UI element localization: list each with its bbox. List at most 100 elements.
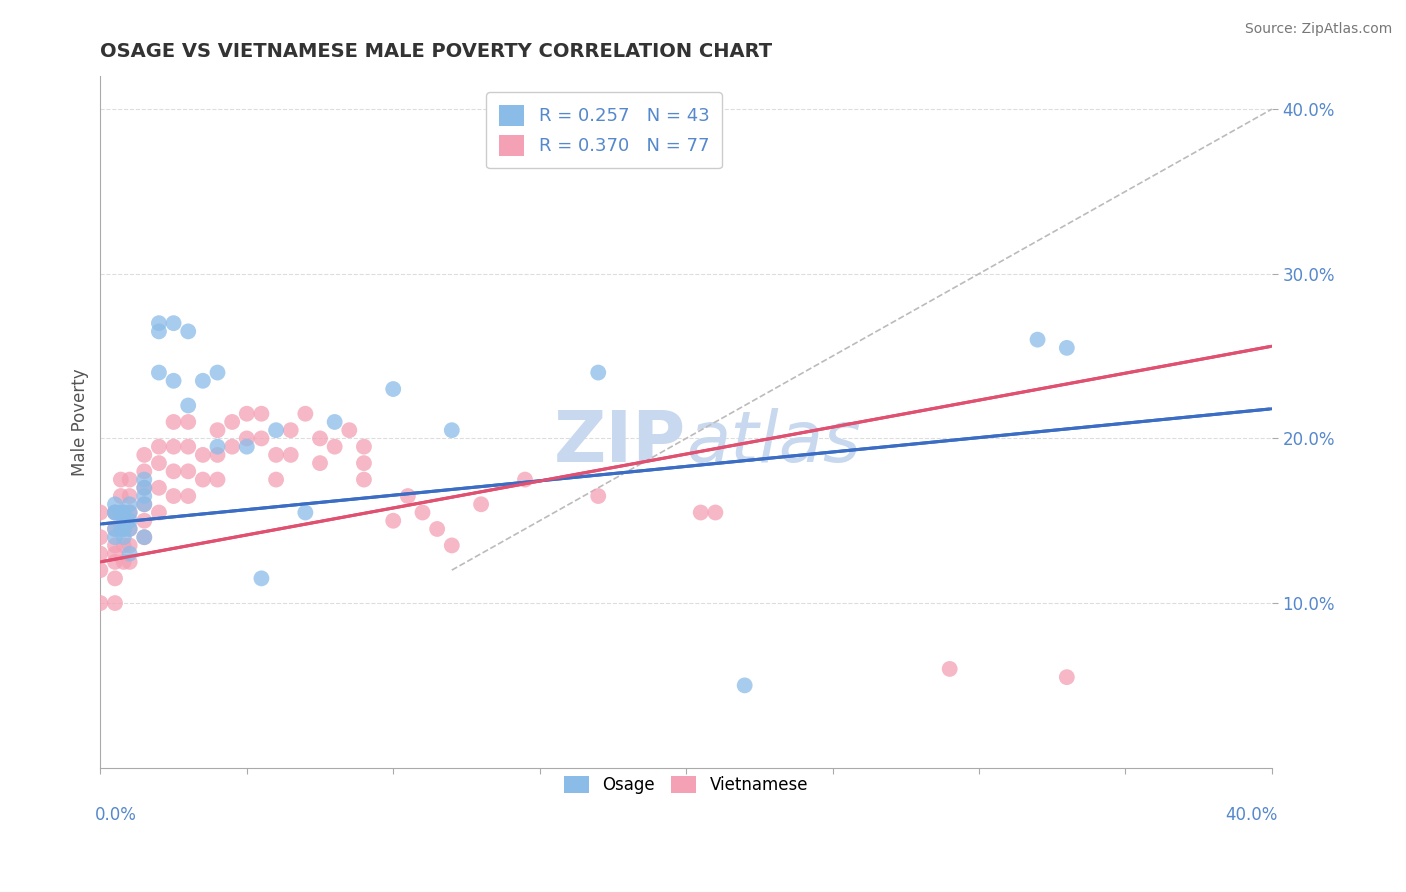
Point	[104, 538, 127, 552]
Point	[382, 514, 405, 528]
Legend: R = 0.257   N = 43, R = 0.370   N = 77: R = 0.257 N = 43, R = 0.370 N = 77	[486, 92, 721, 169]
Point	[162, 464, 184, 478]
Point	[110, 522, 132, 536]
Point	[734, 678, 756, 692]
Point	[104, 547, 127, 561]
Point	[134, 530, 156, 544]
Point	[280, 423, 302, 437]
Point	[134, 464, 156, 478]
Point	[412, 506, 434, 520]
Point	[162, 316, 184, 330]
Point	[112, 506, 135, 520]
Point	[704, 506, 727, 520]
Point	[294, 407, 316, 421]
Point	[221, 415, 243, 429]
Point	[104, 506, 127, 520]
Point	[104, 555, 127, 569]
Text: 0.0%: 0.0%	[94, 805, 136, 823]
Point	[89, 530, 111, 544]
Point	[112, 506, 135, 520]
Point	[134, 514, 156, 528]
Point	[353, 456, 375, 470]
Point	[104, 522, 127, 536]
Point	[236, 440, 259, 454]
Point	[177, 440, 200, 454]
Point	[191, 473, 214, 487]
Point	[250, 432, 273, 446]
Point	[689, 506, 711, 520]
Point	[207, 473, 229, 487]
Point	[309, 432, 332, 446]
Point	[513, 473, 536, 487]
Point	[938, 662, 960, 676]
Point	[586, 366, 609, 380]
Point	[118, 489, 141, 503]
Point	[294, 506, 316, 520]
Point	[148, 456, 170, 470]
Point	[134, 473, 156, 487]
Text: 40.0%: 40.0%	[1225, 805, 1278, 823]
Point	[236, 432, 259, 446]
Point	[177, 325, 200, 339]
Point	[382, 382, 405, 396]
Point	[104, 506, 127, 520]
Point	[104, 522, 127, 536]
Point	[207, 448, 229, 462]
Point	[264, 473, 287, 487]
Point	[250, 571, 273, 585]
Text: Source: ZipAtlas.com: Source: ZipAtlas.com	[1244, 22, 1392, 37]
Point	[89, 563, 111, 577]
Point	[118, 522, 141, 536]
Y-axis label: Male Poverty: Male Poverty	[72, 368, 89, 475]
Point	[104, 497, 127, 511]
Point	[110, 489, 132, 503]
Point	[134, 448, 156, 462]
Point	[162, 415, 184, 429]
Point	[177, 489, 200, 503]
Point	[323, 415, 346, 429]
Point	[112, 555, 135, 569]
Point	[134, 489, 156, 503]
Point	[191, 448, 214, 462]
Point	[134, 530, 156, 544]
Point	[104, 530, 127, 544]
Point	[118, 538, 141, 552]
Point	[207, 366, 229, 380]
Point	[148, 481, 170, 495]
Point	[162, 374, 184, 388]
Point	[118, 506, 141, 520]
Point	[118, 522, 141, 536]
Point	[89, 596, 111, 610]
Point	[250, 407, 273, 421]
Point	[337, 423, 360, 437]
Point	[104, 571, 127, 585]
Point	[112, 522, 135, 536]
Point	[134, 497, 156, 511]
Point	[162, 440, 184, 454]
Point	[134, 497, 156, 511]
Point	[110, 473, 132, 487]
Point	[148, 366, 170, 380]
Point	[110, 506, 132, 520]
Point	[89, 547, 111, 561]
Point	[221, 440, 243, 454]
Point	[207, 423, 229, 437]
Point	[148, 316, 170, 330]
Point	[112, 514, 135, 528]
Point	[191, 374, 214, 388]
Point	[118, 514, 141, 528]
Point	[440, 538, 463, 552]
Point	[118, 555, 141, 569]
Point	[118, 473, 141, 487]
Text: ZIP: ZIP	[554, 409, 686, 477]
Point	[118, 547, 141, 561]
Text: atlas: atlas	[686, 409, 860, 477]
Point	[280, 448, 302, 462]
Point	[353, 473, 375, 487]
Point	[426, 522, 449, 536]
Point	[396, 489, 419, 503]
Text: OSAGE VS VIETNAMESE MALE POVERTY CORRELATION CHART: OSAGE VS VIETNAMESE MALE POVERTY CORRELA…	[100, 42, 772, 61]
Point	[1026, 333, 1049, 347]
Point	[264, 448, 287, 462]
Point	[134, 481, 156, 495]
